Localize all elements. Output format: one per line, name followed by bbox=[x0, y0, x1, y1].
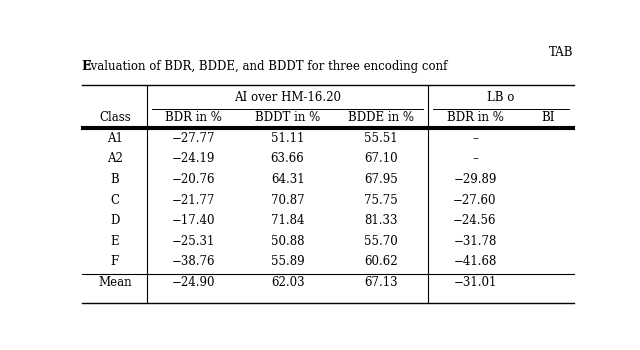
Text: E: E bbox=[111, 234, 119, 248]
Text: 67.95: 67.95 bbox=[364, 173, 398, 186]
Text: BI: BI bbox=[541, 111, 554, 125]
Text: B: B bbox=[111, 173, 119, 186]
Text: −31.78: −31.78 bbox=[453, 234, 497, 248]
Text: −17.40: −17.40 bbox=[172, 214, 216, 227]
Text: −38.76: −38.76 bbox=[172, 255, 216, 268]
Text: −24.56: −24.56 bbox=[453, 214, 497, 227]
Text: BDR in %: BDR in % bbox=[447, 111, 504, 125]
Text: 60.62: 60.62 bbox=[365, 255, 398, 268]
Text: Class: Class bbox=[99, 111, 131, 125]
Text: 55.89: 55.89 bbox=[271, 255, 305, 268]
Text: C: C bbox=[110, 194, 119, 206]
Text: −24.90: −24.90 bbox=[172, 276, 216, 289]
Text: Evaluation of BDR, BDDE, and BDDT for three encoding conf: Evaluation of BDR, BDDE, and BDDT for th… bbox=[83, 60, 448, 72]
Text: 55.70: 55.70 bbox=[364, 234, 398, 248]
Text: −25.31: −25.31 bbox=[172, 234, 216, 248]
Text: –: – bbox=[472, 132, 478, 145]
Text: AI over HM-16.20: AI over HM-16.20 bbox=[234, 91, 341, 104]
Text: –: – bbox=[472, 153, 478, 166]
Text: BDDE in %: BDDE in % bbox=[348, 111, 414, 125]
Text: −24.19: −24.19 bbox=[172, 153, 216, 166]
Text: A1: A1 bbox=[107, 132, 123, 145]
Text: 51.11: 51.11 bbox=[271, 132, 304, 145]
Text: A2: A2 bbox=[107, 153, 123, 166]
Text: −31.01: −31.01 bbox=[453, 276, 497, 289]
Text: −21.77: −21.77 bbox=[172, 194, 216, 206]
Text: 63.66: 63.66 bbox=[271, 153, 305, 166]
Text: D: D bbox=[110, 214, 120, 227]
Text: 67.13: 67.13 bbox=[365, 276, 398, 289]
Text: Mean: Mean bbox=[98, 276, 132, 289]
Text: −27.60: −27.60 bbox=[453, 194, 497, 206]
Text: 62.03: 62.03 bbox=[271, 276, 305, 289]
Text: 71.84: 71.84 bbox=[271, 214, 305, 227]
Text: F: F bbox=[111, 255, 119, 268]
Text: −20.76: −20.76 bbox=[172, 173, 216, 186]
Text: BDDT in %: BDDT in % bbox=[255, 111, 320, 125]
Text: 55.51: 55.51 bbox=[365, 132, 398, 145]
Text: −29.89: −29.89 bbox=[453, 173, 497, 186]
Text: 81.33: 81.33 bbox=[365, 214, 398, 227]
Text: 75.75: 75.75 bbox=[364, 194, 398, 206]
Text: 70.87: 70.87 bbox=[271, 194, 305, 206]
Text: LB o: LB o bbox=[487, 91, 515, 104]
Text: E: E bbox=[83, 60, 92, 72]
Text: BDR in %: BDR in % bbox=[166, 111, 222, 125]
Text: 50.88: 50.88 bbox=[271, 234, 305, 248]
Text: −27.77: −27.77 bbox=[172, 132, 216, 145]
Text: 67.10: 67.10 bbox=[365, 153, 398, 166]
Text: TAB: TAB bbox=[549, 46, 573, 59]
Text: 64.31: 64.31 bbox=[271, 173, 305, 186]
Text: −41.68: −41.68 bbox=[453, 255, 497, 268]
